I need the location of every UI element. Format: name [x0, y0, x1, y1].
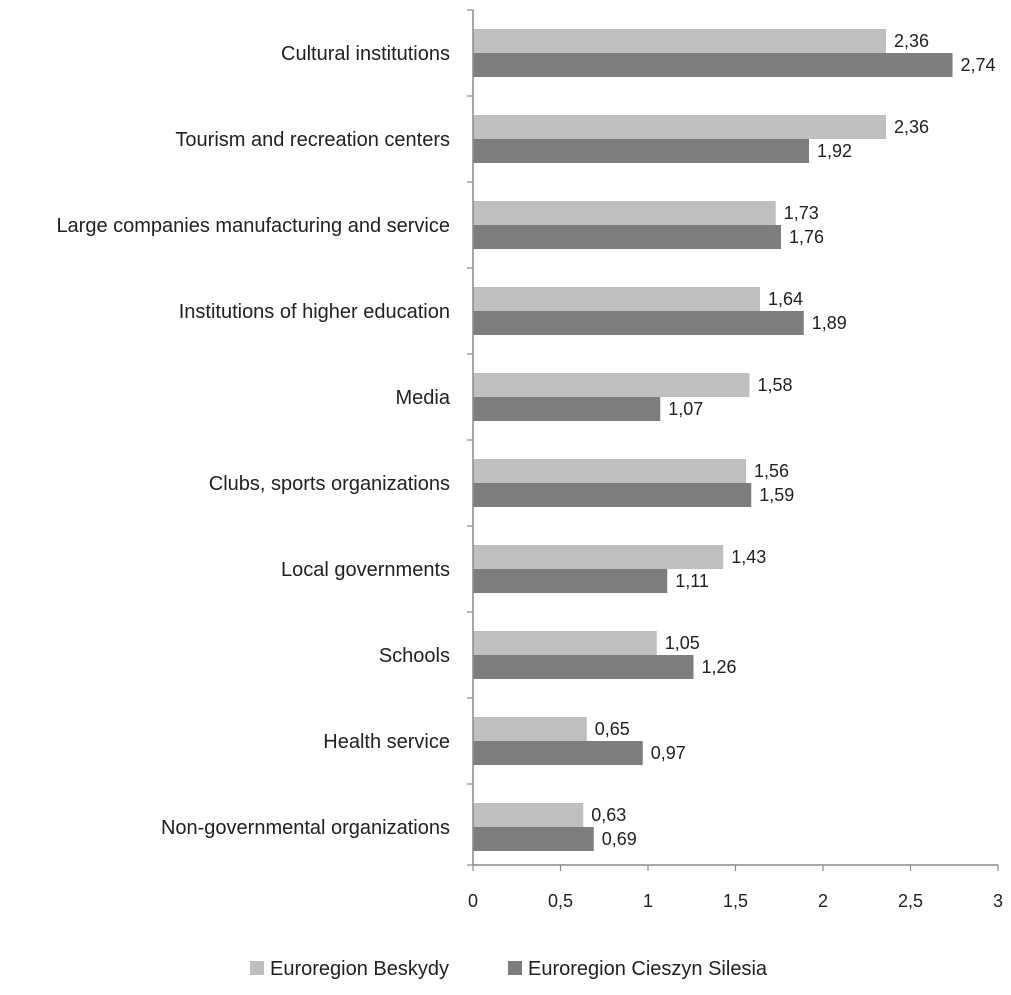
bars-layer: [473, 29, 953, 851]
x-tick-label: 0: [468, 891, 478, 911]
bar-beskydy: [473, 29, 886, 53]
bar-cieszyn-silesia: [473, 741, 643, 765]
x-tick-label: 1,5: [723, 891, 748, 911]
x-tick-label: 1: [643, 891, 653, 911]
bar-cieszyn-silesia: [473, 827, 594, 851]
bar-cieszyn-silesia: [473, 139, 809, 163]
category-label: Health service: [323, 731, 450, 753]
data-label: 1,11: [675, 571, 709, 591]
data-label: 1,92: [817, 141, 852, 161]
data-label: 0,65: [595, 719, 630, 739]
x-tick-label: 3: [993, 891, 1003, 911]
data-label: 2,74: [961, 55, 996, 75]
legend-label: Euroregion Beskydy: [270, 958, 449, 980]
value-labels: 2,36 2,74 2,36 1,92 1,73 1,76 1,64 1,89 1,58 1,07…: [591, 31, 995, 849]
data-label: 1,58: [758, 375, 793, 395]
data-label: 1,56: [754, 461, 789, 481]
bar-cieszyn-silesia: [473, 483, 752, 507]
x-axis-ticks: 0 0,5 1 1,5 2 2,5 3: [468, 865, 1003, 911]
x-tick-label: 2: [818, 891, 828, 911]
data-label: 1,73: [784, 203, 819, 223]
category-label: Large companies manufacturing and servic…: [56, 215, 450, 237]
data-label: 1,07: [668, 399, 703, 419]
bar-beskydy: [473, 631, 657, 655]
data-label: 1,76: [789, 227, 824, 247]
data-label: 0,97: [651, 743, 686, 763]
data-label: 1,26: [702, 657, 737, 677]
bar-beskydy: [473, 803, 584, 827]
bar-beskydy: [473, 717, 587, 741]
data-label: 1,43: [731, 547, 766, 567]
category-label: Schools: [379, 645, 450, 667]
bar-cieszyn-silesia: [473, 569, 668, 593]
bar-beskydy: [473, 201, 776, 225]
bar-cieszyn-silesia: [473, 53, 953, 77]
bar-cieszyn-silesia: [473, 311, 804, 335]
data-label: 2,36: [894, 31, 929, 51]
data-label: 0,63: [591, 805, 626, 825]
category-label: Non-governmental organizations: [161, 817, 450, 839]
category-label: Media: [396, 387, 451, 409]
bar-beskydy: [473, 287, 760, 311]
data-label: 1,05: [665, 633, 700, 653]
data-label: 2,36: [894, 117, 929, 137]
x-tick-label: 2,5: [898, 891, 923, 911]
bar-cieszyn-silesia: [473, 225, 781, 249]
bar-beskydy: [473, 545, 724, 569]
legend-swatch: [250, 961, 264, 975]
legend: Euroregion Beskydy Euroregion Cieszyn Sil…: [250, 958, 768, 980]
bar-cieszyn-silesia: [473, 655, 694, 679]
data-label: 1,89: [812, 313, 847, 333]
category-label: Clubs, sports organizations: [209, 473, 450, 495]
bar-beskydy: [473, 459, 746, 483]
data-label: 0,69: [602, 829, 637, 849]
legend-label: Euroregion Cieszyn Silesia: [528, 958, 768, 980]
bar-beskydy: [473, 115, 886, 139]
category-label: Tourism and recreation centers: [175, 129, 450, 151]
x-tick-label: 0,5: [548, 891, 573, 911]
bar-cieszyn-silesia: [473, 397, 661, 421]
legend-swatch: [508, 961, 522, 975]
data-label: 1,64: [768, 289, 803, 309]
category-label: Local governments: [281, 559, 450, 581]
bar-beskydy: [473, 373, 750, 397]
data-label: 1,59: [759, 485, 794, 505]
category-labels: Cultural institutions Tourism and recreat…: [56, 43, 450, 839]
category-label: Cultural institutions: [281, 43, 450, 65]
category-label: Institutions of higher education: [179, 301, 450, 323]
